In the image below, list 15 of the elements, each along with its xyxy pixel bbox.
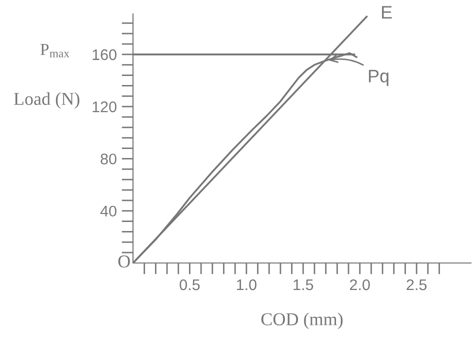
annotation: Pq	[368, 70, 388, 86]
x-axis-title: COD (mm)	[261, 312, 343, 330]
y-axis-title: Load (N)	[14, 92, 80, 109]
x-tick-label: 1.0	[236, 279, 256, 290]
x-tick-label: 2.5	[406, 279, 427, 290]
y-tick-label: 120	[92, 101, 116, 112]
y-tick-label: 80	[100, 154, 116, 164]
y-tick-label: 40	[100, 206, 116, 217]
y-tick-label: 160	[92, 49, 116, 60]
text: P$_{max}$	[40, 44, 70, 58]
x-tick-label: 2.0	[350, 279, 370, 290]
annotation: E	[382, 6, 392, 18]
text: O	[118, 255, 130, 268]
x-tick-label: 1.5	[294, 280, 314, 290]
x-tick-label: 0.5	[180, 279, 200, 290]
